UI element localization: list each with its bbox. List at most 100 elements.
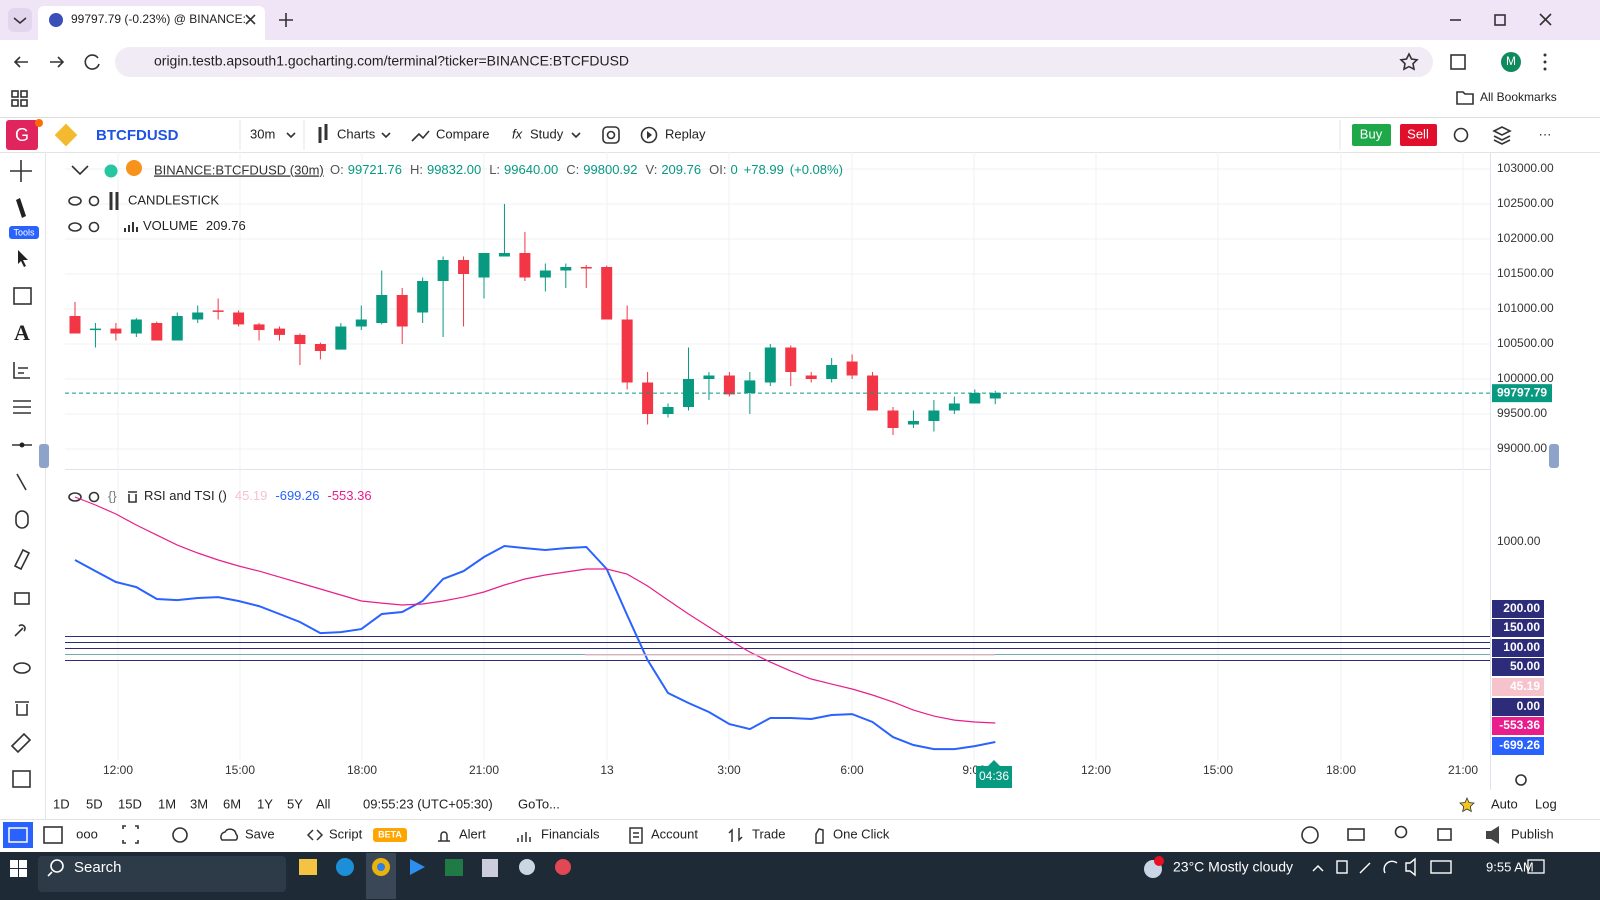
ohlc-value: 99721.76 bbox=[348, 162, 402, 177]
notifications[interactable] bbox=[1527, 859, 1545, 874]
video[interactable] bbox=[1437, 828, 1452, 841]
range-button[interactable]: 3M bbox=[190, 796, 208, 811]
fib-tool[interactable] bbox=[13, 362, 30, 379]
lock-tool[interactable] bbox=[14, 592, 30, 605]
help[interactable] bbox=[1301, 826, 1319, 844]
ideas[interactable] bbox=[1394, 825, 1408, 839]
magnet-tool[interactable] bbox=[15, 510, 29, 529]
collapse-left[interactable] bbox=[39, 444, 49, 468]
rect-tool[interactable] bbox=[13, 287, 32, 305]
rsi-axis-label: 50.00 bbox=[1510, 659, 1540, 673]
new-tab[interactable] bbox=[279, 13, 293, 27]
extensions[interactable] bbox=[1450, 54, 1466, 70]
bottom-item[interactable]: One Click bbox=[833, 826, 890, 841]
layout-split[interactable] bbox=[43, 826, 63, 844]
legend-symbol[interactable]: BINANCE:BTCFDUSD (30m) bbox=[154, 162, 324, 177]
publish[interactable]: Publish bbox=[1511, 826, 1554, 841]
profile-avatar[interactable] bbox=[1501, 52, 1521, 72]
link-tool[interactable] bbox=[14, 624, 26, 637]
sell-button[interactable] bbox=[1400, 124, 1437, 146]
axis-settings[interactable] bbox=[1515, 774, 1527, 786]
start[interactable] bbox=[10, 860, 27, 877]
close-window[interactable] bbox=[1539, 13, 1552, 26]
layout-single[interactable] bbox=[3, 822, 33, 848]
candle-body bbox=[539, 270, 551, 278]
snapshot[interactable] bbox=[602, 126, 620, 144]
crosshair-tool[interactable] bbox=[10, 160, 32, 182]
bottom-item[interactable]: Save bbox=[245, 826, 275, 841]
pattern-tool[interactable] bbox=[13, 400, 31, 414]
tray-up[interactable] bbox=[1312, 864, 1324, 872]
reload[interactable] bbox=[84, 54, 100, 70]
bottom-item[interactable]: Financials bbox=[541, 826, 600, 841]
delete-tool[interactable] bbox=[15, 701, 29, 716]
keyboard[interactable] bbox=[1347, 828, 1365, 841]
tab-search[interactable] bbox=[8, 8, 32, 32]
range-button[interactable]: 15D bbox=[118, 796, 142, 811]
favorite[interactable] bbox=[1459, 797, 1475, 813]
bottom-item[interactable]: Script bbox=[329, 826, 363, 841]
code-icon[interactable]: {} bbox=[108, 488, 117, 503]
active-tab[interactable] bbox=[38, 6, 265, 40]
range-button[interactable]: 1M bbox=[158, 796, 176, 811]
gear-icon[interactable] bbox=[88, 195, 100, 207]
compare[interactable]: Compare bbox=[436, 126, 489, 141]
apps[interactable] bbox=[11, 90, 19, 98]
range-button[interactable]: 6M bbox=[223, 796, 241, 811]
tab-close[interactable] bbox=[245, 14, 256, 25]
pointer-tool[interactable] bbox=[18, 250, 28, 267]
interval-caret bbox=[286, 132, 296, 139]
restore[interactable] bbox=[1494, 14, 1506, 26]
all-bookmarks[interactable]: All Bookmarks bbox=[1480, 90, 1557, 104]
gear-icon[interactable] bbox=[88, 491, 100, 503]
layout-more[interactable]: ooo bbox=[76, 826, 98, 841]
pen-tool[interactable] bbox=[16, 198, 26, 218]
collapse-right[interactable] bbox=[1549, 444, 1559, 468]
symbol[interactable]: BTCFDUSD bbox=[96, 127, 179, 144]
rsi-axis-box bbox=[1492, 698, 1544, 716]
forward[interactable] bbox=[50, 56, 65, 68]
layers[interactable] bbox=[1492, 126, 1512, 145]
buy-button[interactable] bbox=[1352, 124, 1391, 146]
legend-collapse[interactable] bbox=[71, 165, 89, 176]
goto[interactable]: GoTo... bbox=[518, 796, 560, 811]
tray-icons[interactable] bbox=[1336, 857, 1452, 877]
eye-icon[interactable] bbox=[68, 196, 82, 206]
weather[interactable]: 23°C Mostly cloudy bbox=[1173, 859, 1293, 875]
range-button[interactable]: 1Y bbox=[257, 796, 273, 811]
range-button[interactable]: 5Y bbox=[287, 796, 303, 811]
line-tool[interactable] bbox=[16, 473, 27, 491]
replay-tool[interactable] bbox=[12, 770, 31, 788]
brush-tool[interactable] bbox=[13, 548, 31, 571]
clock-time[interactable]: 9:55 AM bbox=[1486, 859, 1534, 874]
range-button[interactable]: 5D bbox=[86, 796, 103, 811]
auto[interactable]: Auto bbox=[1491, 796, 1518, 811]
trash-icon[interactable] bbox=[128, 491, 137, 503]
omnibox[interactable] bbox=[115, 47, 1433, 77]
visibility-tool[interactable] bbox=[13, 662, 31, 674]
eye-icon[interactable] bbox=[68, 492, 82, 502]
fullscreen[interactable] bbox=[122, 825, 139, 844]
replay[interactable]: Replay bbox=[665, 126, 706, 141]
study[interactable]: Study bbox=[530, 126, 564, 141]
log[interactable]: Log bbox=[1535, 796, 1557, 811]
charts[interactable]: Charts bbox=[337, 126, 376, 141]
app-logo[interactable] bbox=[6, 120, 38, 150]
eye-off-icon[interactable] bbox=[68, 222, 82, 232]
bookmark-star[interactable] bbox=[1399, 52, 1419, 71]
taskbar-apps[interactable] bbox=[299, 853, 571, 899]
more[interactable]: ··· bbox=[1539, 126, 1552, 141]
bottom-item[interactable]: Alert bbox=[459, 826, 486, 841]
back[interactable] bbox=[13, 56, 28, 68]
gear-icon[interactable] bbox=[88, 221, 100, 233]
theme[interactable] bbox=[172, 827, 188, 843]
bottom-item[interactable]: Trade bbox=[752, 826, 785, 841]
interval[interactable]: 30m bbox=[250, 126, 275, 141]
range-button[interactable]: All bbox=[316, 796, 331, 811]
range-button[interactable]: 1D bbox=[53, 796, 70, 811]
search-box[interactable] bbox=[38, 856, 286, 892]
ruler-tool[interactable] bbox=[10, 732, 32, 754]
bottom-item[interactable]: Account bbox=[651, 826, 698, 841]
settings[interactable] bbox=[1453, 127, 1469, 143]
text-tool[interactable]: A bbox=[14, 320, 30, 345]
